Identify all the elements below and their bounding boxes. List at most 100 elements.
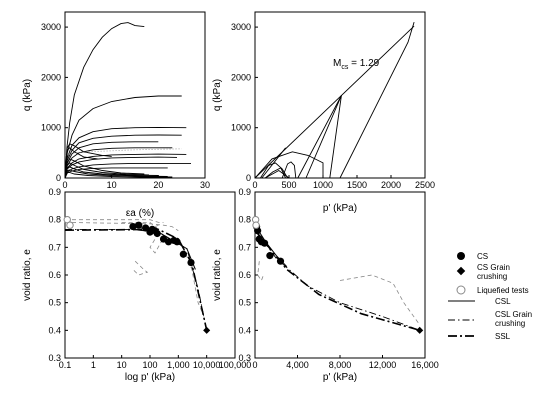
cs-point [260,239,269,247]
cs-grain-crushing-point [416,326,424,334]
x-tick-label: 1,000 [167,360,190,370]
x-tick-label: 2500 [415,180,435,190]
y-tick-label: 0.4 [238,325,251,335]
liquefied-test-path [132,260,149,276]
liquefied-test-path [182,247,205,317]
cs-point [179,250,187,258]
cs-point [164,238,173,246]
x-tick-label: 10 [107,180,117,190]
y-axis-label: void ratio, e [22,249,33,301]
y-tick-label: 0.8 [48,215,61,225]
x-tick-label: 0 [62,180,67,190]
cs-point [266,252,274,260]
y-axis-label: q (kPa) [212,79,223,111]
legend-csl-grain-crushing-label-1: CSL Grain [495,310,532,319]
cs-point [129,222,137,231]
cs-point [173,238,181,246]
axes-frame [254,191,426,359]
x-tick-label: 20 [153,180,163,190]
y-axis-label: void ratio, e [212,249,223,301]
x-tick-label: 0.1 [59,360,72,370]
cs-point [254,227,262,235]
stress-strain-curve [64,169,168,179]
x-tick-label: 1 [91,360,96,370]
legend-cs-marker [457,252,465,260]
y-tick-label: 2000 [231,72,251,82]
x-tick-label: 10,000 [193,360,221,370]
stress-path-line [261,147,286,179]
x-axis-label: p' (kPa) [323,203,357,214]
x-tick-label: 0 [252,180,257,190]
legend-cs-grain-crushing-label-2: crushing [477,272,507,281]
panel-void-ratio-linear: 0.3 0.4 0.5 0.6 0.7 0.8 0.9 0 4,000 8,000 12,000 16… [212,187,439,383]
legend-ssl-label: SSL [495,332,511,341]
x-tick-label: 500 [281,180,296,190]
stress-path-line [297,95,342,179]
y-tick-label: 0.6 [48,270,61,280]
stress-path-line [260,162,288,179]
x-tick-label: 2000 [381,180,401,190]
stress-strain-curve [64,167,168,179]
stress-strain-curve [64,158,145,179]
y-tick-label: 0 [246,173,251,183]
stress-strain-curve [64,147,173,179]
stress-strain-curve [64,166,159,179]
x-tick-label: 16,000 [411,360,439,370]
stress-strain-curve [64,22,145,179]
x-tick-label: 1500 [347,180,367,190]
panel-stress-path: 0 1000 2000 3000 0 500 1000 1500 2000 2500 q (kPa)… [212,11,435,214]
stress-strain-curve [64,147,98,179]
liquefied-test-path [65,219,164,223]
ssl-line [254,229,420,332]
stress-path-line [281,161,297,179]
panel-void-ratio-log: 0.3 0.4 0.5 0.6 0.7 0.8 0.9 0.1 1 10 100 1,000 10,00… [22,187,251,383]
x-tick-label: 100,000 [219,360,252,370]
legend-liquefied-label: Liquefied tests [477,286,529,295]
y-tick-label: 0.7 [48,242,61,252]
stress-strain-dotted-curve [64,148,182,156]
y-tick-label: 0.3 [238,353,251,363]
csl-grain-crushing-line [254,229,420,331]
stress-strain-curve [64,153,187,179]
panel-stress-strain: 0 1000 2000 3000 0 10 20 30 q (kPa) εa (%) [22,11,210,219]
y-tick-label: 0.9 [238,187,251,197]
legend-csl-label: CSL [495,297,511,306]
mcs-annotation: Mcs = 1.29 [333,58,380,71]
cs-point [153,229,161,238]
liquefied-test-path [149,233,162,254]
axes-frame [64,11,206,179]
liquefied-test-path [64,222,179,232]
y-tick-label: 0.9 [48,187,61,197]
legend-cs-grain-crushing-label-1: CS Grain [477,263,510,272]
stress-path-line [264,169,290,179]
y-tick-label: 0.6 [238,270,251,280]
y-tick-label: 1000 [41,123,61,133]
x-axis-label: log p' (kPa) [125,372,175,383]
stress-strain-curve [64,162,150,179]
cs-point [187,258,195,267]
legend-cs-grain-crushing-marker [456,266,466,276]
liquefied-test-path [121,221,159,228]
x-axis-label: p' (kPa) [323,372,357,383]
y-tick-label: 0.5 [238,298,251,308]
stress-strain-curve [64,162,191,179]
stress-strain-curve [64,126,187,179]
y-tick-label: 0.8 [238,215,251,225]
y-axis-label: q (kPa) [22,79,33,111]
x-tick-label: 1000 [313,180,333,190]
x-tick-label: 12,000 [369,360,397,370]
stress-strain-curve [64,171,173,179]
x-tick-label: 8,000 [329,360,352,370]
y-tick-label: 0.5 [48,298,61,308]
x-tick-label: 4,000 [286,360,309,370]
legend: CS CS Grain crushing Liquefied tests CSL… [448,252,532,341]
ssl-line [64,228,208,331]
y-tick-label: 0.7 [238,242,251,252]
y-tick-label: 1000 [231,123,251,133]
legend-liquefied-marker [456,285,466,295]
stress-strain-curve [64,143,112,179]
liquefied-test-point [66,221,74,229]
x-tick-label: 30 [200,180,210,190]
y-tick-label: 2000 [41,72,61,82]
csl-grain-crushing-line [65,228,208,331]
